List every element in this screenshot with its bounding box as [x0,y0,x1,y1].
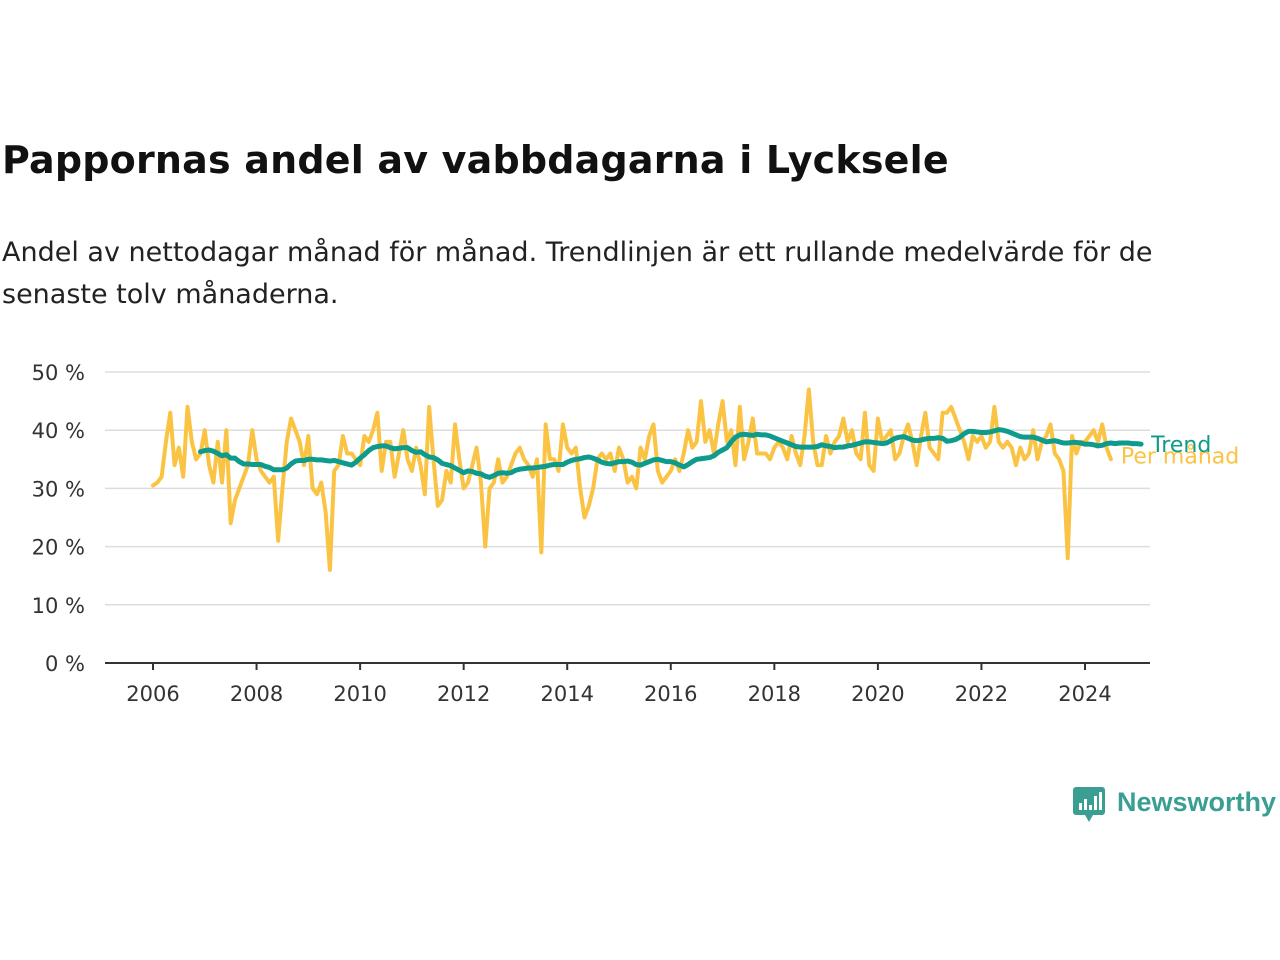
line-chart: 0 % 10 % 20 % 30 % 40 % 50 % 2006 2008 2010 2012… [32,361,1240,706]
x-tick-label: 2010 [333,682,386,706]
x-tick-label: 2022 [955,682,1008,706]
brand-name: Newsworthy [1117,787,1276,817]
x-axis-ticks: 2006 2008 2010 2012 2014 2016 2018 2020 2022 2024 [126,663,1112,706]
y-tick-label: 10 % [32,594,85,618]
newsworthy-icon [1073,787,1105,822]
y-tick-label: 30 % [32,477,85,501]
monthly-series-line [151,387,1113,572]
x-tick-label: 2024 [1058,682,1111,706]
newsworthy-logo: Newsworthy [1072,784,1278,828]
x-tick-label: 2016 [644,682,697,706]
y-axis-tick-labels: 0 % 10 % 20 % 30 % 40 % 50 % [32,361,85,676]
x-tick-label: 2006 [126,682,179,706]
y-tick-label: 40 % [32,419,85,443]
y-tick-label: 20 % [32,536,85,560]
y-tick-label: 0 % [45,652,85,676]
x-tick-label: 2008 [230,682,283,706]
trend-series-label: Trend [1150,433,1211,458]
x-tick-label: 2014 [540,682,593,706]
trend-series-line [197,427,1144,480]
chart-subtitle: Andel av nettodagar månad för månad. Tre… [2,237,1153,310]
chart-title: Pappornas andel av vabbdagarna i Lycksel… [2,138,949,182]
monthly-series-label: Per månad [1121,443,1239,469]
series-lines [151,387,1144,572]
x-tick-label: 2020 [851,682,904,706]
x-tick-label: 2018 [748,682,801,706]
y-tick-label: 50 % [32,361,85,385]
x-tick-label: 2012 [437,682,490,706]
